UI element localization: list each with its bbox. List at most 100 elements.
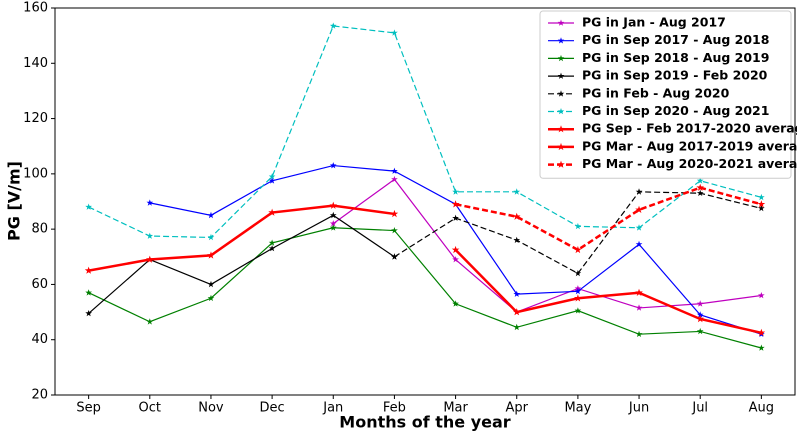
- marker: [757, 200, 766, 208]
- marker: [451, 200, 460, 208]
- x-tick-label: Sep: [76, 401, 101, 416]
- marker: [268, 173, 276, 180]
- legend-box: [539, 10, 792, 179]
- legend-label: PG in Jan - Aug 2017: [582, 15, 726, 30]
- legend-marker: [557, 108, 565, 115]
- x-tick-label: Jul: [691, 401, 708, 416]
- marker: [696, 189, 704, 196]
- marker: [268, 177, 276, 184]
- marker: [635, 288, 643, 296]
- marker: [146, 318, 154, 325]
- series-line: [88, 214, 395, 314]
- legend-label: PG in Sep 2017 - Aug 2018: [582, 32, 769, 47]
- legend-marker: [557, 142, 565, 151]
- y-tick-label: 40: [31, 332, 48, 347]
- marker: [574, 269, 582, 277]
- marker: [452, 300, 459, 307]
- legend-label: PG Mar - Aug 2020-2021 average: [582, 156, 797, 171]
- y-axis-label: PG [V/m]: [5, 161, 24, 241]
- marker: [390, 209, 399, 218]
- legend-label: PG in Feb - Aug 2020: [582, 85, 730, 100]
- y-tick-label: 80: [31, 222, 48, 237]
- marker: [758, 204, 765, 212]
- x-tick-label: Nov: [198, 401, 224, 416]
- marker: [146, 255, 154, 263]
- marker: [758, 292, 765, 299]
- marker: [513, 290, 521, 297]
- legend-marker: [557, 90, 565, 97]
- series-line: [332, 178, 762, 313]
- series-line: [88, 25, 762, 239]
- marker: [696, 183, 704, 191]
- marker: [85, 203, 92, 210]
- legend-marker: [557, 19, 565, 26]
- marker: [574, 294, 582, 302]
- marker: [696, 311, 704, 318]
- legend-marker: [557, 37, 565, 44]
- marker: [329, 201, 338, 209]
- marker: [635, 304, 643, 311]
- y-tick-label: 20: [31, 388, 48, 403]
- legend-label: PG in Sep 2020 - Aug 2021: [582, 103, 769, 118]
- marker: [758, 193, 765, 201]
- marker: [635, 188, 643, 195]
- marker: [574, 222, 582, 230]
- x-tick-label: May: [564, 401, 591, 416]
- legend-label: PG Sep - Feb 2017-2020 average: [582, 121, 797, 136]
- x-tick-label: Jan: [322, 401, 343, 416]
- marker: [329, 22, 337, 29]
- marker: [574, 287, 582, 295]
- marker: [268, 245, 276, 252]
- marker: [451, 245, 460, 254]
- marker: [635, 330, 643, 337]
- marker: [146, 232, 154, 239]
- marker: [513, 188, 521, 195]
- marker: [574, 307, 582, 314]
- marker: [696, 315, 704, 323]
- marker: [696, 177, 704, 184]
- marker: [574, 245, 582, 254]
- x-tick-label: Feb: [383, 401, 406, 416]
- marker: [452, 256, 459, 263]
- marker: [329, 220, 337, 227]
- marker: [391, 167, 398, 174]
- marker: [512, 308, 521, 316]
- y-tick-label: 160: [23, 1, 48, 16]
- marker: [207, 211, 215, 219]
- marker: [452, 214, 459, 221]
- marker: [635, 224, 643, 231]
- marker: [391, 227, 398, 234]
- x-tick-label: Mar: [443, 401, 468, 416]
- marker: [207, 294, 215, 302]
- marker: [513, 323, 521, 331]
- series-line: [88, 227, 762, 349]
- x-tick-label: Aug: [749, 401, 774, 416]
- legend-label: PG in Sep 2018 - Aug 2019: [582, 50, 769, 65]
- marker: [635, 205, 643, 213]
- marker: [635, 240, 643, 248]
- y-tick-label: 140: [23, 56, 48, 71]
- marker: [268, 208, 276, 216]
- y-tick-label: 100: [23, 166, 48, 181]
- legend-label: PG in Sep 2019 - Feb 2020: [582, 68, 768, 83]
- legend-marker: [557, 160, 565, 168]
- marker: [268, 239, 276, 246]
- legend-label: PG Mar - Aug 2017-2019 average: [582, 138, 797, 153]
- marker: [391, 253, 398, 260]
- marker: [207, 251, 215, 259]
- marker: [207, 233, 215, 241]
- marker: [452, 188, 459, 195]
- marker: [329, 162, 337, 169]
- legend-marker: [557, 54, 565, 62]
- marker: [84, 266, 93, 274]
- marker: [85, 289, 92, 296]
- marker: [146, 199, 154, 206]
- y-tick-label: 60: [31, 277, 48, 292]
- plot-frame: [54, 7, 796, 396]
- series-line: [455, 186, 762, 252]
- x-tick-label: Dec: [260, 401, 285, 416]
- marker: [207, 280, 215, 288]
- marker: [329, 211, 337, 219]
